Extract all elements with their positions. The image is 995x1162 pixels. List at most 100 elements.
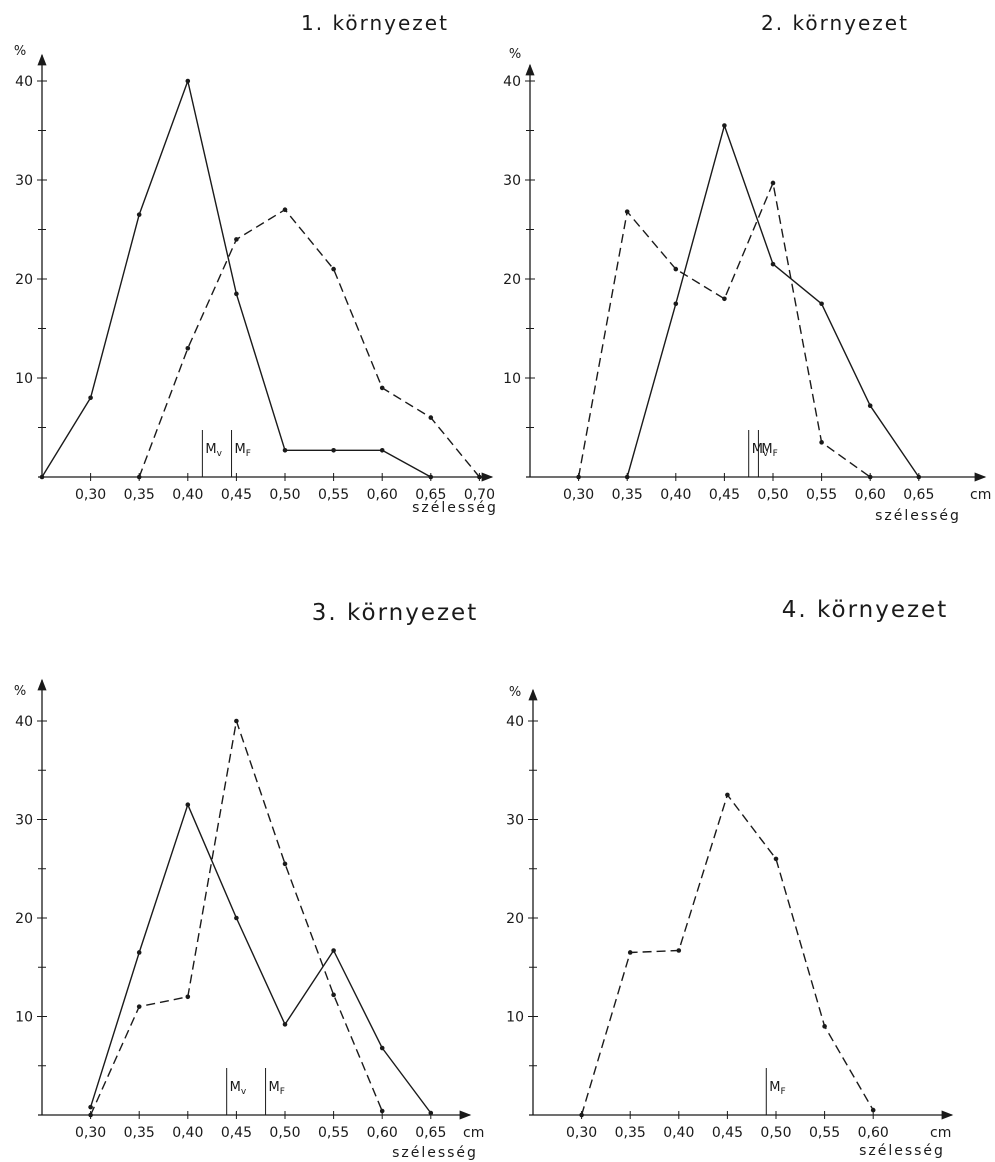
y-tick-label: 10 [15,371,33,387]
data-point [185,346,191,351]
data-point [88,1112,93,1118]
data-point [379,1045,385,1051]
data-point [234,291,239,297]
x-tick-label: 0,60 [855,487,886,503]
data-point [722,296,727,302]
chart-title: 4. környezet [782,597,948,623]
data-point [624,209,630,214]
data-point [576,474,581,480]
data-point [673,301,679,307]
x-tick-label: 0,60 [367,487,398,503]
series-line-dashed [577,182,871,478]
series-line-dashed [580,794,874,1116]
mean-marker-label: Mv [230,1080,247,1097]
y-tick-label: 30 [15,173,33,189]
y-axis-unit-label: % [14,44,26,59]
data-point [916,474,922,480]
data-point [867,403,873,409]
data-point [627,950,633,955]
data-point [282,447,288,453]
x-tick-label: 0,40 [660,487,691,503]
data-point [870,1107,876,1113]
x-tick-label: 0,40 [172,487,203,503]
data-point [331,266,336,272]
data-point [39,474,45,480]
mean-marker-label: MF [269,1080,285,1097]
x-tick-label: 0,35 [124,1125,155,1141]
data-point [185,78,191,84]
x-tick-label: 0,55 [809,1125,840,1141]
data-point [331,948,336,953]
x-tick-label: 0,40 [663,1125,694,1141]
data-point [331,992,336,998]
x-tick-label: 0,40 [172,1125,203,1141]
y-tick-label: 30 [15,813,33,829]
data-point [136,950,142,955]
x-tick-label: 0,55 [318,487,349,503]
data-point [770,180,776,186]
mean-marker-label: MF [761,442,777,459]
x-tick-label: 0,50 [269,487,300,503]
y-tick-label: 30 [506,813,524,829]
mean-marker-label: MF [769,1080,785,1097]
y-tick-label: 40 [506,714,524,730]
data-point [234,718,239,724]
y-tick-label: 20 [503,272,521,288]
data-point [234,915,239,921]
data-point [770,261,776,267]
x-tick-label: 0,30 [566,1125,597,1141]
y-tick-label: 10 [503,371,521,387]
chart-title: 1. környezet [301,11,449,35]
x-tick-label: 0,65 [415,1125,446,1141]
data-point [673,266,679,272]
data-point [136,1004,142,1009]
x-tick-label: 0,50 [269,1125,300,1141]
data-point [773,856,779,862]
data-point [331,447,336,453]
data-point [676,948,682,953]
data-point [379,385,385,391]
x-axis-title: szélesség [392,1145,478,1161]
y-tick-label: 10 [506,1010,524,1026]
x-axis-unit-label: cm [970,487,991,503]
y-tick-label: 40 [503,74,521,90]
x-tick-label: 0,30 [563,487,594,503]
data-point [185,802,191,808]
x-axis-title: szélesség [412,500,498,516]
x-axis-title: szélesség [875,508,961,524]
data-point [822,1024,827,1029]
x-tick-label: 0,35 [612,487,643,503]
y-tick-label: 20 [15,911,33,927]
x-axis-unit-label: cm [463,1125,484,1141]
x-tick-label: 0,60 [367,1125,398,1141]
x-axis-unit-label: cm [930,1125,951,1141]
y-tick-label: 40 [15,714,33,730]
y-axis-unit-label: % [14,684,26,699]
x-axis-title: szélesség [859,1143,945,1159]
data-point [282,1022,288,1027]
data-point [282,861,288,867]
data-point [282,207,288,212]
data-point [819,301,824,307]
y-tick-label: 20 [506,911,524,927]
chart-title: 2. környezet [761,11,909,35]
data-point [867,474,873,480]
y-tick-label: 30 [503,173,521,189]
chart-title: 3. környezet [312,600,478,626]
data-point [428,415,434,420]
x-tick-label: 0,50 [760,1125,791,1141]
series-line-solid [626,124,920,478]
x-tick-label: 0,70 [464,487,495,503]
data-point [428,474,434,480]
data-point [624,474,630,480]
data-point [579,1112,584,1118]
series-line-dashed [138,208,480,478]
data-point [136,212,142,217]
x-tick-label: 0,65 [903,487,934,503]
x-tick-label: 0,35 [124,487,155,503]
x-tick-label: 0,45 [221,1125,252,1141]
x-tick-label: 0,65 [415,487,446,503]
series-line-solid [89,804,432,1114]
data-point [88,395,93,401]
y-tick-label: 10 [15,1010,33,1026]
